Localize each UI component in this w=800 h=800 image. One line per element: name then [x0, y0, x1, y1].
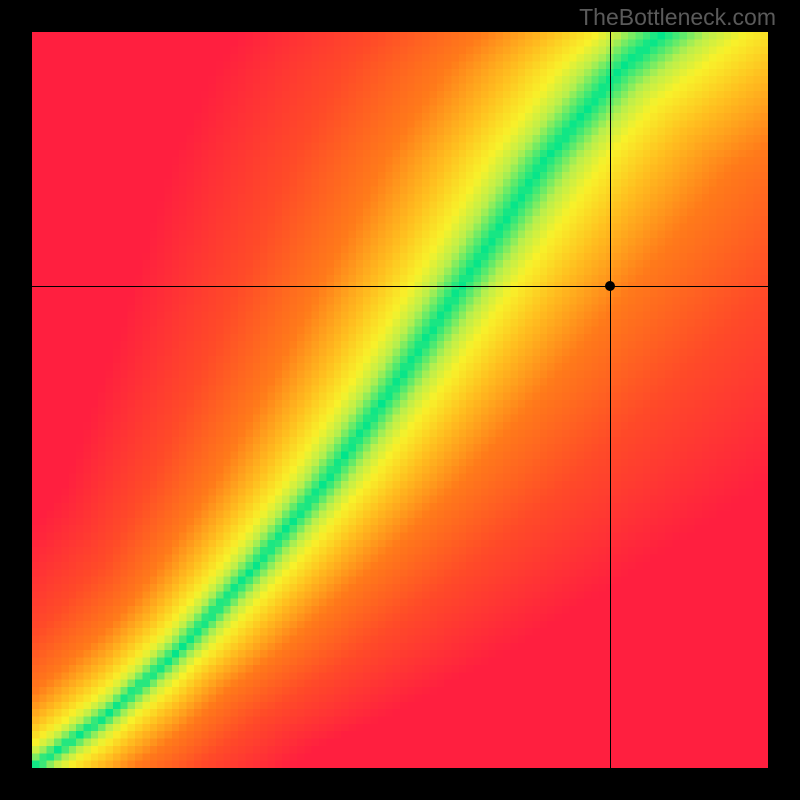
- watermark-text: TheBottleneck.com: [579, 4, 776, 31]
- crosshair-point: [605, 281, 615, 291]
- crosshair-horizontal: [32, 286, 768, 287]
- crosshair-vertical: [610, 32, 611, 768]
- heatmap-canvas: [32, 32, 768, 768]
- heatmap-plot: [32, 32, 768, 768]
